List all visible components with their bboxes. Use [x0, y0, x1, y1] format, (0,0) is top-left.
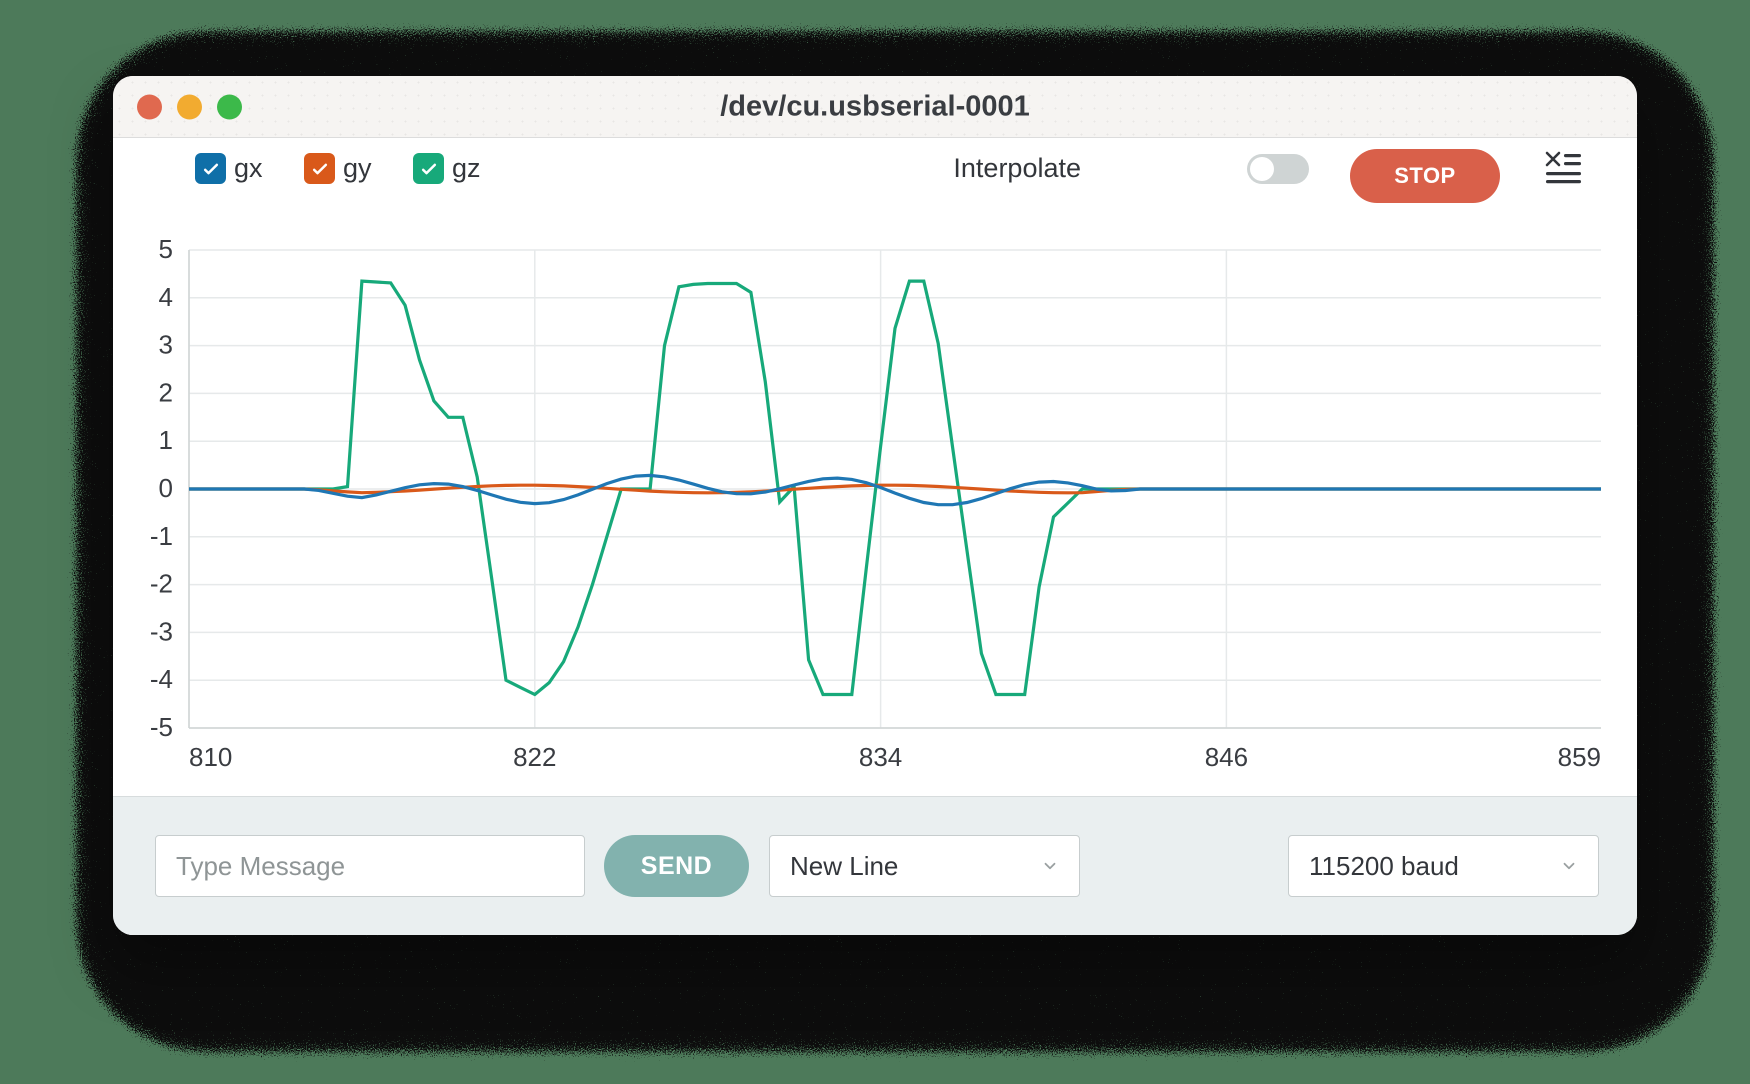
svg-text:4: 4 — [159, 282, 173, 312]
svg-text:810: 810 — [189, 742, 232, 772]
svg-text:-4: -4 — [150, 664, 173, 694]
svg-text:1: 1 — [159, 425, 173, 455]
svg-text:846: 846 — [1205, 742, 1248, 772]
svg-text:-1: -1 — [150, 521, 173, 551]
svg-text:-5: -5 — [150, 712, 173, 742]
svg-text:822: 822 — [513, 742, 556, 772]
svg-text:3: 3 — [159, 330, 173, 360]
svg-text:-2: -2 — [150, 569, 173, 599]
svg-text:2: 2 — [159, 377, 173, 407]
svg-text:-3: -3 — [150, 616, 173, 646]
svg-text:0: 0 — [159, 473, 173, 503]
svg-text:5: 5 — [159, 234, 173, 264]
svg-text:834: 834 — [859, 742, 902, 772]
svg-text:859: 859 — [1558, 742, 1601, 772]
